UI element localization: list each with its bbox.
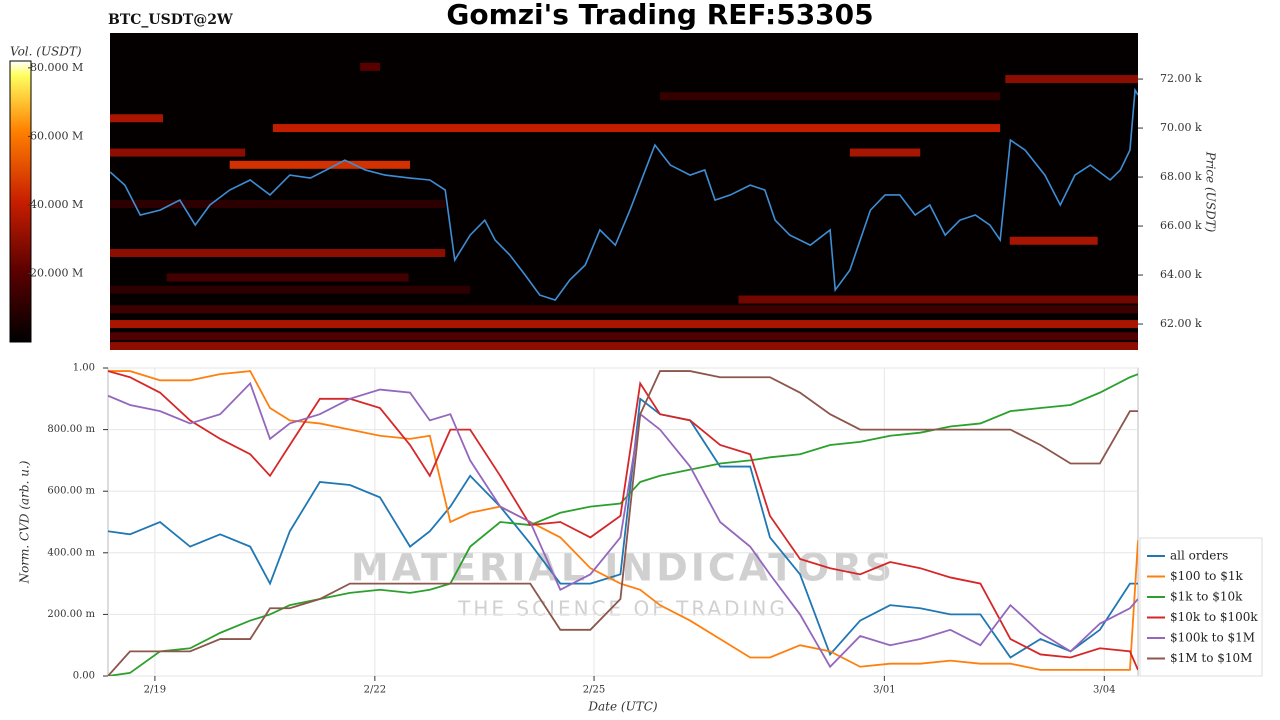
x-tick-label: 2/25 [583,685,605,696]
legend [1139,537,1263,677]
colorbar-tick-label: 60.000 M [30,129,83,142]
lines [108,370,1138,676]
colorbar-tick-label: 40.000 M [30,198,83,211]
heatmap-cell [110,342,1138,350]
heatmap-cell [272,124,1001,133]
x-tick-label: 2/22 [364,685,386,696]
colorbar-label: Vol. (USDT) [10,45,82,59]
heatmap-cell [360,62,380,71]
y-tick-label: 200.00 m [47,609,95,620]
series-line [108,370,1138,671]
heatmap-cell [1009,236,1098,245]
y-tick-label: 400.00 m [47,547,95,558]
heatmap-cell [110,148,246,157]
y-axis-label: Norm. CVD (arb. u.) [18,460,32,584]
y-tick-label: 66.00 k [1160,219,1202,232]
y-tick-label: 72.00 k [1160,72,1202,85]
heatmap-cell [1005,75,1138,84]
y-tick-label: 62.00 k [1160,317,1202,330]
legend-label: $100k to $1M [1170,631,1255,645]
y-tick-label: 800.00 m [47,424,95,435]
legend-label: $1M to $10M [1170,651,1252,665]
heatmap [110,62,1138,350]
legend-label: $100 to $1k [1170,569,1243,583]
heatmap-cell [849,148,921,157]
heatmap-cell [110,305,1138,314]
heatmap-cell [738,295,1138,304]
series-line [108,381,1138,669]
heatmap-cell [110,248,446,257]
colorbar [9,60,32,343]
y-tick-label: 600.00 m [47,486,95,497]
heatmap-cell [229,160,411,169]
colorbar-tick-label: 20.000 M [30,266,83,279]
heatmap-cell [110,199,446,208]
series-line [108,373,1138,676]
page-title: Gomzi's Trading REF:53305 [446,0,873,31]
heatmap-cell [110,332,1138,341]
legend-label: all orders [1170,549,1228,563]
x-axis-label: Date (UTC) [587,700,657,714]
y-tick-label: 64.00 k [1160,268,1202,281]
price-line [110,87,1138,301]
legend-label: $10k to $100k [1170,610,1258,624]
y-tick-label: 68.00 k [1160,170,1202,183]
x-tick-label: 3/01 [873,685,895,696]
chart-label: BTC_USDT@2W [108,12,233,28]
y-tick-label: 0.00 [73,671,95,682]
watermark-tagline: THE SCIENCE OF TRADING [457,597,788,621]
series-line [108,397,1138,659]
series-line [108,370,1138,676]
heatmap-cell [660,92,1001,101]
heatmap-cell [110,320,1138,329]
colorbar-tick-label: 80.000 M [30,61,83,74]
legend-label: $1k to $10k [1170,590,1243,604]
y-axis-label: Price (USDT) [1204,151,1218,233]
y-tick-label: 1.00 [73,363,95,374]
y-tick-label: 70.00 k [1160,121,1202,134]
x-tick-label: 2/19 [144,685,166,696]
heatmap-cell [110,285,471,294]
heatmap-cell [166,273,409,282]
series-line [108,370,1138,671]
x-tick-label: 3/04 [1093,685,1115,696]
heatmap-cell [110,114,163,123]
